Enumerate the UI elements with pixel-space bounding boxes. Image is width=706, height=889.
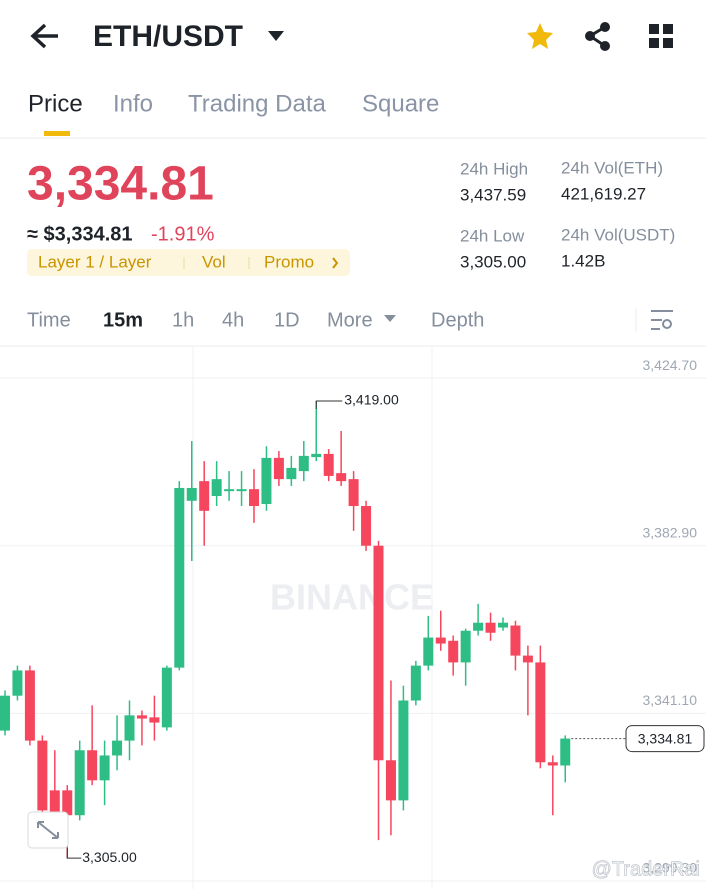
y-tick-label: 3,299.30 bbox=[643, 860, 698, 876]
candle-body bbox=[448, 640, 459, 663]
watermark: @TraderRai bbox=[592, 858, 700, 880]
tags-background bbox=[27, 249, 350, 276]
watermark: BINANCE bbox=[270, 577, 434, 618]
tag-chevron bbox=[332, 257, 339, 269]
candle-body bbox=[410, 665, 421, 701]
candle-body bbox=[298, 455, 309, 472]
candle-body bbox=[236, 489, 247, 492]
candle-body bbox=[547, 762, 558, 766]
candle-body bbox=[398, 700, 409, 801]
back-button[interactable] bbox=[30, 23, 58, 49]
tab-underline bbox=[44, 131, 70, 136]
stat-value: 421,619.27 bbox=[561, 184, 646, 203]
candle-body bbox=[199, 481, 210, 511]
low-label: 3,305.00 bbox=[82, 849, 137, 865]
last-price: 3,334.81 bbox=[27, 158, 214, 211]
candle-body bbox=[161, 667, 172, 728]
y-tick-label: 3,424.70 bbox=[643, 357, 698, 373]
interval[interactable]: 1h bbox=[172, 309, 194, 331]
current-price-tag bbox=[625, 725, 705, 753]
interval[interactable]: 15m bbox=[103, 309, 143, 331]
stat-label: 24h Vol(USDT) bbox=[561, 225, 675, 244]
candle-body bbox=[74, 750, 85, 816]
interval[interactable]: Time bbox=[27, 309, 71, 331]
candle-body bbox=[273, 457, 284, 480]
y-tick-label: 3,382.90 bbox=[643, 524, 698, 540]
candle-body bbox=[124, 715, 135, 741]
tab[interactable]: Info bbox=[113, 90, 153, 117]
candle-body bbox=[37, 740, 48, 811]
stat-value: 1.42B bbox=[561, 251, 605, 270]
candle-body bbox=[510, 625, 521, 656]
candle-body bbox=[485, 622, 496, 633]
pair-caret[interactable] bbox=[268, 31, 284, 41]
interval[interactable]: Depth bbox=[431, 309, 484, 331]
interval[interactable]: 1D bbox=[274, 309, 300, 331]
favorite-star[interactable] bbox=[527, 23, 553, 49]
interval[interactable]: More bbox=[327, 309, 373, 331]
candle-body bbox=[174, 487, 185, 668]
price-change: -1.91% bbox=[151, 223, 215, 245]
expand-icon bbox=[37, 821, 59, 839]
candle-body bbox=[311, 453, 322, 458]
candle-body bbox=[535, 662, 546, 763]
stat-label: 24h Vol(ETH) bbox=[561, 158, 663, 177]
candle-body bbox=[49, 790, 60, 816]
candle-body bbox=[460, 630, 471, 663]
candle-body bbox=[0, 695, 10, 731]
interval[interactable]: 4h bbox=[222, 309, 244, 331]
low-marker bbox=[66, 848, 82, 859]
tab[interactable]: Price bbox=[28, 90, 83, 117]
candle-body bbox=[522, 655, 533, 663]
candle-body bbox=[99, 755, 110, 781]
current-price-label: 3,334.81 bbox=[638, 730, 693, 746]
candle-body bbox=[336, 473, 347, 482]
tag[interactable]: Vol bbox=[202, 252, 226, 271]
stat-value: 3,305.00 bbox=[460, 252, 526, 271]
candle-body bbox=[286, 467, 297, 480]
candle-body bbox=[435, 637, 446, 644]
stat-label: 24h Low bbox=[460, 226, 525, 245]
candle-body bbox=[87, 750, 98, 781]
candle-body bbox=[423, 637, 434, 666]
share-icon[interactable] bbox=[585, 22, 610, 51]
candle-body bbox=[62, 790, 73, 816]
candle-body bbox=[473, 622, 484, 631]
candle-body bbox=[323, 453, 334, 476]
chart-settings-icon[interactable] bbox=[651, 310, 673, 330]
stat-value: 3,437.59 bbox=[460, 185, 526, 204]
y-tick-label: 3,341.10 bbox=[643, 692, 698, 708]
candle-body bbox=[361, 506, 372, 546]
candle-body bbox=[373, 545, 384, 761]
tag[interactable]: Promo bbox=[264, 252, 314, 271]
high-marker bbox=[315, 400, 343, 409]
candle-body bbox=[224, 489, 235, 492]
candle-body bbox=[211, 479, 222, 496]
pair-title[interactable]: ETH/USDT bbox=[93, 20, 243, 53]
tab[interactable]: Trading Data bbox=[188, 90, 327, 117]
candle-body bbox=[249, 489, 259, 507]
candle-body bbox=[186, 487, 197, 501]
approx-price: ≈ $3,334.81 bbox=[27, 223, 133, 245]
candle-body bbox=[112, 740, 123, 756]
stat-label: 24h High bbox=[460, 159, 528, 178]
tag[interactable]: Layer 1 / Layer bbox=[38, 252, 152, 271]
candle-body bbox=[24, 670, 35, 741]
grid-icon[interactable] bbox=[649, 24, 673, 48]
more-caret[interactable] bbox=[384, 315, 396, 322]
candle-body bbox=[261, 457, 272, 505]
tab[interactable]: Square bbox=[362, 90, 439, 117]
candle-body bbox=[348, 479, 359, 507]
candle-body bbox=[12, 670, 23, 696]
candle-body bbox=[498, 622, 508, 628]
candle-body bbox=[136, 715, 147, 719]
candle-body bbox=[149, 717, 160, 723]
candle-body bbox=[560, 738, 571, 766]
candle-body bbox=[385, 760, 396, 801]
high-label: 3,419.00 bbox=[344, 392, 399, 408]
